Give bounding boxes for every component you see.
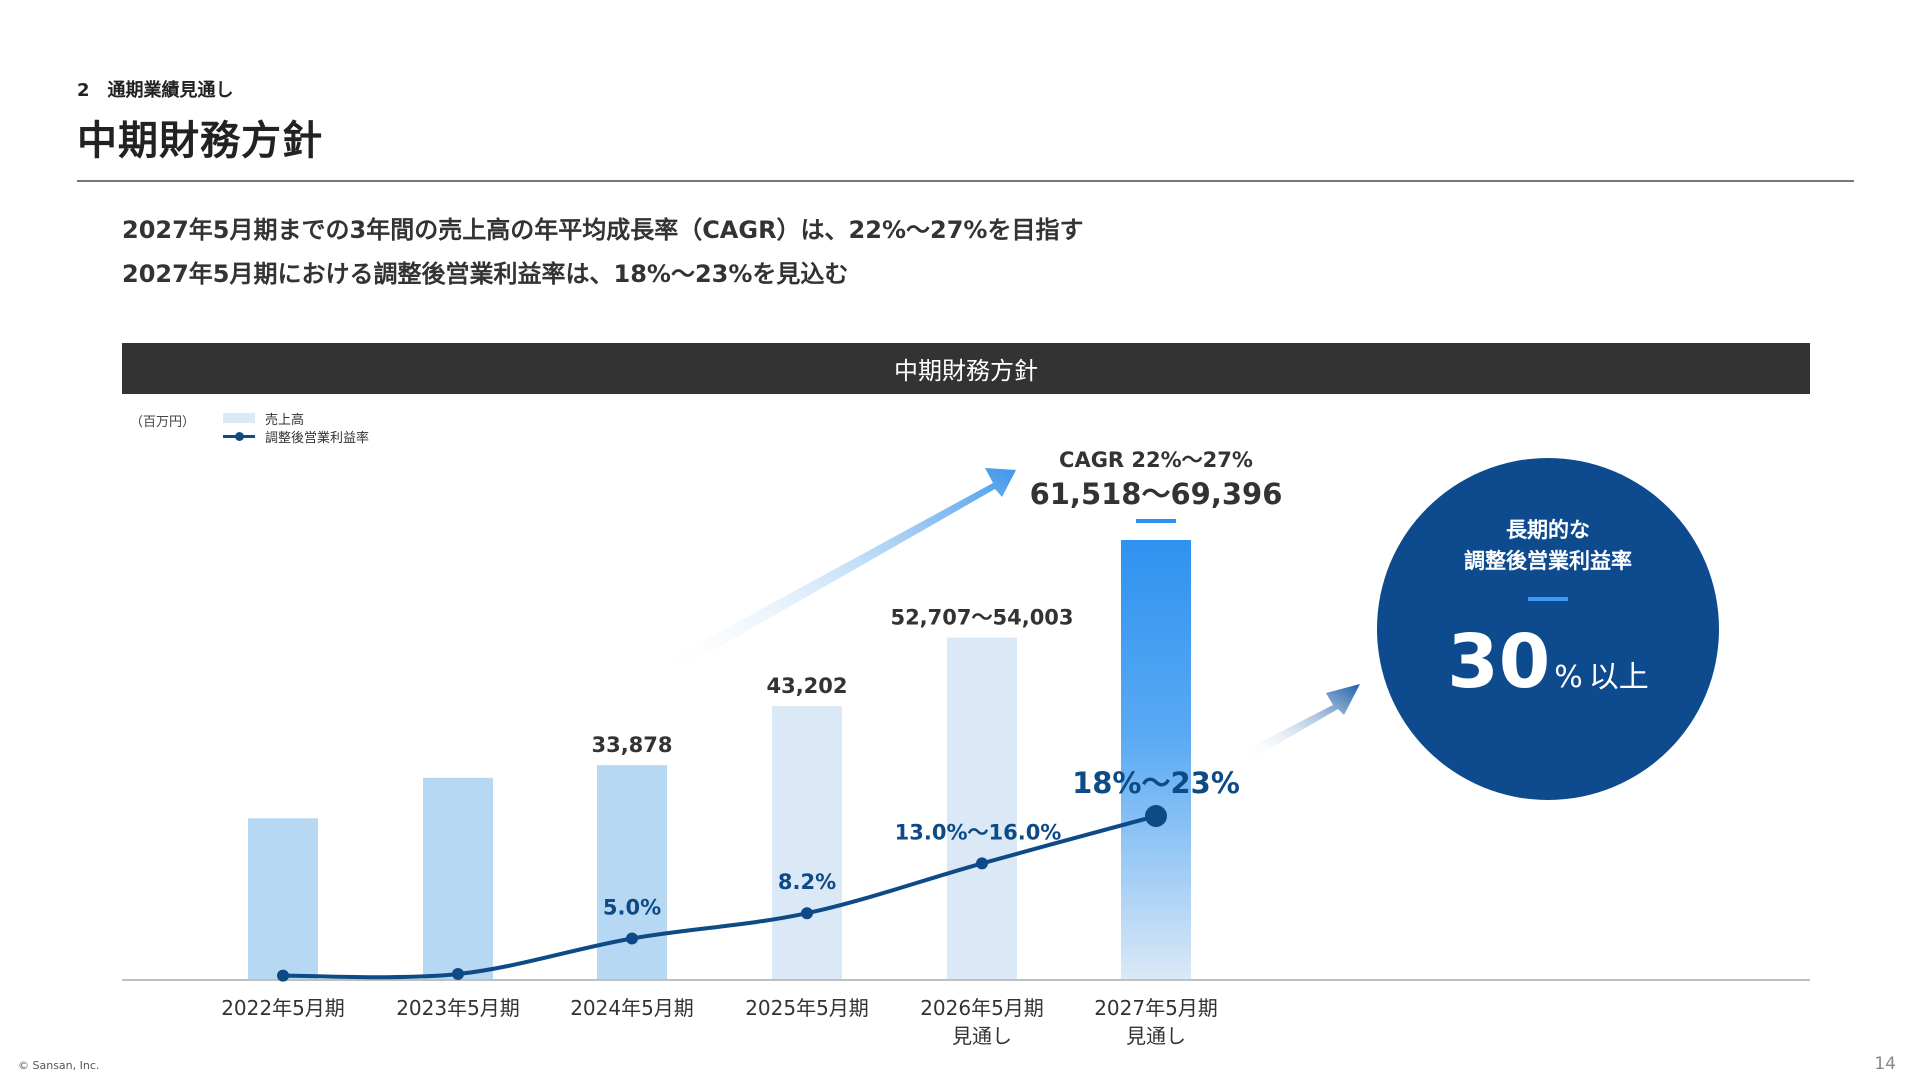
revenue-label: 52,707～54,003 bbox=[890, 606, 1073, 630]
margin-label: 13.0%～16.0% bbox=[895, 820, 1062, 844]
legend-label-revenue: 売上高 bbox=[265, 412, 305, 428]
x-tick-label: 2024年5月期 bbox=[570, 996, 694, 1020]
margin-label: 8.2% bbox=[778, 870, 836, 894]
x-tick-label: 見通し bbox=[1126, 1024, 1186, 1048]
margin-line bbox=[277, 805, 1167, 982]
lead-statement-margin: 2027年5月期における調整後営業利益率は、18%～23%を見込む bbox=[122, 260, 849, 288]
margin-label: 5.0% bbox=[603, 895, 661, 919]
revenue-bar bbox=[772, 706, 842, 980]
x-tick-label: 2027年5月期 bbox=[1094, 996, 1218, 1020]
revenue-label: 33,878 bbox=[591, 733, 672, 757]
revenue-label: 61,518～69,396 bbox=[1030, 477, 1283, 511]
revenue-label: 43,202 bbox=[766, 674, 847, 698]
margin-line-path bbox=[282, 814, 1157, 980]
legend-item-revenue: 売上高 bbox=[223, 409, 369, 428]
page-title: 中期財務方針 bbox=[77, 118, 323, 164]
chart-unit-label: （百万円） bbox=[130, 415, 196, 430]
long-term-target-title: 長期的な 調整後営業利益率 bbox=[1377, 515, 1719, 577]
chart-banner-title: 中期財務方針 bbox=[894, 357, 1038, 385]
range-marker bbox=[1136, 519, 1176, 523]
chart-banner: 中期財務方針 bbox=[122, 343, 1810, 394]
revenue-bar bbox=[947, 637, 1017, 980]
legend-swatch-revenue bbox=[223, 413, 255, 423]
margin-point bbox=[976, 857, 988, 870]
revenue-bar bbox=[423, 777, 493, 980]
cagr-label: CAGR 22%～27% bbox=[1059, 448, 1253, 472]
margin-label: 18%～23% bbox=[1072, 766, 1240, 800]
margin-point bbox=[801, 907, 813, 920]
margin-point bbox=[626, 932, 638, 945]
long-term-target-suffix: 以上 bbox=[1588, 660, 1649, 695]
section-label: 2 通期業績見通し bbox=[77, 80, 234, 101]
long-term-target-divider bbox=[1528, 597, 1568, 601]
x-tick-label: 2025年5月期 bbox=[745, 996, 869, 1020]
legend-item-margin: 調整後営業利益率 bbox=[223, 427, 370, 446]
revenue-bar bbox=[1121, 540, 1191, 980]
long-term-target-value: 30% 以上 bbox=[1377, 619, 1719, 705]
long-term-arrow bbox=[1245, 684, 1360, 759]
long-term-target-circle: 長期的な 調整後営業利益率 30% 以上 bbox=[1377, 458, 1719, 800]
legend-swatch-margin bbox=[223, 431, 255, 441]
x-tick-label: 見通し bbox=[952, 1024, 1012, 1048]
long-term-target-number: 30 bbox=[1447, 619, 1551, 705]
x-tick-label: 2026年5月期 bbox=[920, 996, 1044, 1020]
margin-point bbox=[277, 969, 289, 982]
margin-point bbox=[452, 968, 464, 981]
footer-page-number: 14 bbox=[1874, 1054, 1896, 1074]
long-term-target-title-line1: 長期的な bbox=[1506, 518, 1590, 542]
cagr-arrow bbox=[655, 468, 1016, 678]
chart-legend: 売上高 調整後営業利益率 bbox=[223, 409, 370, 446]
legend-label-margin: 調整後営業利益率 bbox=[265, 430, 370, 446]
long-term-target-unit: % bbox=[1554, 660, 1583, 695]
footer-copyright: © Sansan, Inc. bbox=[18, 1059, 100, 1072]
revenue-bars bbox=[248, 519, 1191, 980]
x-tick-label: 2023年5月期 bbox=[396, 996, 520, 1020]
x-tick-label: 2022年5月期 bbox=[221, 996, 345, 1020]
long-term-target-title-line2: 調整後営業利益率 bbox=[1464, 549, 1632, 573]
revenue-bar bbox=[248, 818, 318, 980]
margin-point bbox=[1145, 805, 1167, 827]
lead-statement-cagr: 2027年5月期までの3年間の売上高の年平均成長率（CAGR）は、22%～27%… bbox=[122, 216, 1084, 244]
chart-labels: 33,878 43,202 52,707～54,003 CAGR 22%～27% 61,… bbox=[221, 448, 1282, 1048]
revenue-bar bbox=[597, 765, 667, 980]
growth-arrows bbox=[655, 468, 1360, 759]
title-divider bbox=[77, 180, 1854, 182]
